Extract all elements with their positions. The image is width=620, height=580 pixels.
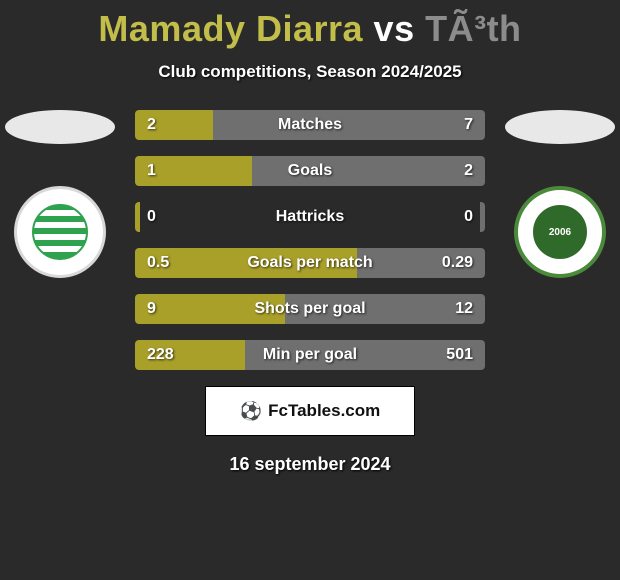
stat-label: Goals per match — [135, 254, 485, 272]
stat-label: Matches — [135, 116, 485, 134]
attribution-text: FcTables.com — [268, 401, 380, 421]
stat-rows: 2Matches7 1Goals2 0Hattricks0 0.5Goals per … — [135, 110, 485, 386]
attribution-box: ⚽ FcTables.com — [205, 386, 415, 436]
row-text: 228Min per goal501 — [135, 340, 485, 370]
stats-area: 2006 2Matches7 1Goals2 0Hattricks0 0.5Goals… — [0, 110, 620, 370]
stat-row: 0Hattricks0 — [135, 202, 485, 232]
player1-club-badge — [14, 186, 106, 278]
stat-row: 9Shots per goal12 — [135, 294, 485, 324]
player2-club-badge: 2006 — [514, 186, 606, 278]
stat-row: 0.5Goals per match0.29 — [135, 248, 485, 278]
stat-label: Min per goal — [135, 346, 485, 364]
row-text: 2Matches7 — [135, 110, 485, 140]
title-player1: Mamady Diarra — [98, 8, 363, 49]
row-text: 1Goals2 — [135, 156, 485, 186]
stat-label: Goals — [135, 162, 485, 180]
generation-date: 16 september 2024 — [0, 454, 620, 475]
stat-label: Hattricks — [135, 208, 485, 226]
player1-column — [0, 110, 120, 278]
stat-label: Shots per goal — [135, 300, 485, 318]
stat-row: 1Goals2 — [135, 156, 485, 186]
player2-column: 2006 — [500, 110, 620, 278]
row-text: 9Shots per goal12 — [135, 294, 485, 324]
row-text: 0Hattricks0 — [135, 202, 485, 232]
soccer-ball-icon: ⚽ — [240, 401, 262, 422]
title-vs: vs — [363, 8, 425, 49]
club-badge-stripes-icon — [32, 204, 88, 260]
title-player2: TÃ³th — [425, 8, 521, 49]
stat-row: 228Min per goal501 — [135, 340, 485, 370]
player2-silhouette — [505, 110, 615, 144]
club-badge-year-icon: 2006 — [530, 202, 590, 262]
club-badge-year: 2006 — [549, 227, 571, 238]
subtitle: Club competitions, Season 2024/2025 — [0, 62, 620, 82]
row-text: 0.5Goals per match0.29 — [135, 248, 485, 278]
stat-row: 2Matches7 — [135, 110, 485, 140]
player1-silhouette — [5, 110, 115, 144]
page-title: Mamady Diarra vs TÃ³th — [0, 0, 620, 50]
